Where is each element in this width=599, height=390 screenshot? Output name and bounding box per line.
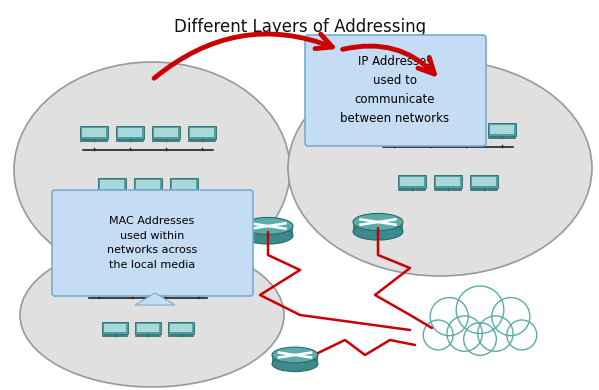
Ellipse shape bbox=[288, 60, 592, 276]
FancyBboxPatch shape bbox=[135, 322, 161, 334]
FancyBboxPatch shape bbox=[119, 276, 144, 288]
Polygon shape bbox=[243, 226, 293, 236]
FancyBboxPatch shape bbox=[472, 177, 496, 186]
FancyBboxPatch shape bbox=[116, 126, 144, 139]
Circle shape bbox=[507, 320, 537, 350]
FancyBboxPatch shape bbox=[87, 278, 110, 286]
FancyBboxPatch shape bbox=[137, 324, 159, 332]
FancyBboxPatch shape bbox=[454, 125, 478, 134]
Polygon shape bbox=[353, 222, 403, 232]
Circle shape bbox=[478, 316, 513, 351]
FancyBboxPatch shape bbox=[172, 180, 196, 189]
FancyBboxPatch shape bbox=[102, 322, 128, 334]
Ellipse shape bbox=[243, 218, 293, 234]
FancyBboxPatch shape bbox=[400, 177, 424, 186]
FancyBboxPatch shape bbox=[490, 125, 514, 134]
FancyBboxPatch shape bbox=[170, 178, 198, 191]
Text: MAC Addresses
used within
networks across
the local media: MAC Addresses used within networks acros… bbox=[107, 216, 197, 270]
FancyBboxPatch shape bbox=[104, 324, 126, 332]
Ellipse shape bbox=[272, 347, 318, 363]
FancyBboxPatch shape bbox=[184, 276, 210, 288]
Polygon shape bbox=[135, 293, 175, 305]
FancyArrowPatch shape bbox=[154, 34, 332, 78]
FancyBboxPatch shape bbox=[118, 128, 142, 137]
Text: IP Addresses
used to
communicate
between networks: IP Addresses used to communicate between… bbox=[340, 55, 450, 125]
FancyBboxPatch shape bbox=[488, 123, 516, 136]
Ellipse shape bbox=[272, 356, 318, 372]
FancyBboxPatch shape bbox=[416, 123, 444, 136]
FancyBboxPatch shape bbox=[170, 324, 192, 332]
Circle shape bbox=[447, 316, 482, 351]
FancyBboxPatch shape bbox=[434, 175, 462, 188]
FancyBboxPatch shape bbox=[154, 128, 178, 137]
Circle shape bbox=[492, 298, 530, 336]
FancyBboxPatch shape bbox=[452, 123, 480, 136]
FancyBboxPatch shape bbox=[100, 180, 124, 189]
FancyBboxPatch shape bbox=[398, 175, 426, 188]
Text: Different Layers of Addressing: Different Layers of Addressing bbox=[174, 18, 426, 36]
FancyBboxPatch shape bbox=[80, 126, 108, 139]
Polygon shape bbox=[272, 355, 318, 364]
FancyBboxPatch shape bbox=[380, 123, 408, 136]
FancyBboxPatch shape bbox=[418, 125, 442, 134]
Ellipse shape bbox=[353, 223, 403, 240]
FancyBboxPatch shape bbox=[52, 190, 253, 296]
Ellipse shape bbox=[20, 243, 284, 387]
Circle shape bbox=[464, 323, 497, 355]
Ellipse shape bbox=[14, 62, 290, 278]
FancyBboxPatch shape bbox=[168, 322, 194, 334]
FancyBboxPatch shape bbox=[425, 332, 535, 349]
FancyBboxPatch shape bbox=[86, 276, 111, 288]
FancyBboxPatch shape bbox=[152, 276, 177, 288]
FancyBboxPatch shape bbox=[436, 177, 460, 186]
FancyBboxPatch shape bbox=[98, 178, 126, 191]
FancyBboxPatch shape bbox=[186, 278, 208, 286]
FancyBboxPatch shape bbox=[134, 178, 162, 191]
Ellipse shape bbox=[243, 227, 293, 244]
FancyBboxPatch shape bbox=[120, 278, 143, 286]
Circle shape bbox=[430, 298, 468, 336]
Circle shape bbox=[423, 320, 453, 350]
Ellipse shape bbox=[353, 213, 403, 230]
FancyBboxPatch shape bbox=[82, 128, 106, 137]
FancyBboxPatch shape bbox=[305, 35, 486, 146]
FancyBboxPatch shape bbox=[136, 180, 160, 189]
FancyBboxPatch shape bbox=[382, 125, 406, 134]
FancyBboxPatch shape bbox=[153, 278, 176, 286]
Circle shape bbox=[456, 286, 504, 333]
FancyBboxPatch shape bbox=[470, 175, 498, 188]
FancyArrowPatch shape bbox=[343, 46, 434, 74]
FancyBboxPatch shape bbox=[152, 126, 180, 139]
FancyBboxPatch shape bbox=[188, 126, 216, 139]
FancyBboxPatch shape bbox=[190, 128, 214, 137]
